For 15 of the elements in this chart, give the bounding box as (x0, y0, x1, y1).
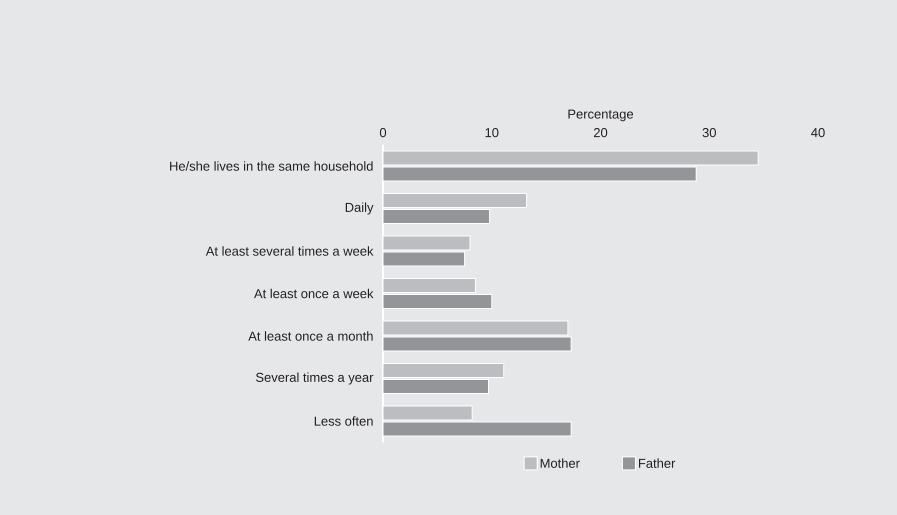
y-tick-label: At least several times a week (206, 246, 374, 256)
y-tick-label: At least once a week (254, 288, 374, 298)
x-tick-label: 0 (380, 128, 386, 138)
legend-label: Mother (540, 458, 580, 468)
x-tick-label: 10 (486, 128, 498, 138)
y-tick-label: Daily (346, 202, 374, 215)
y-tick-label: Less often (314, 416, 373, 426)
legend-label: Father (639, 458, 676, 468)
y-tick-label: He/she lives in the same household (170, 161, 373, 171)
x-tick-label: 20 (594, 128, 608, 138)
y-tick-label: Several times a year (256, 372, 374, 385)
x-tick-label: 40 (811, 128, 825, 138)
x-axis-title: Percentage (568, 110, 634, 122)
y-tick-label: At least once a month (248, 331, 373, 341)
x-tick-label: 30 (702, 128, 716, 138)
